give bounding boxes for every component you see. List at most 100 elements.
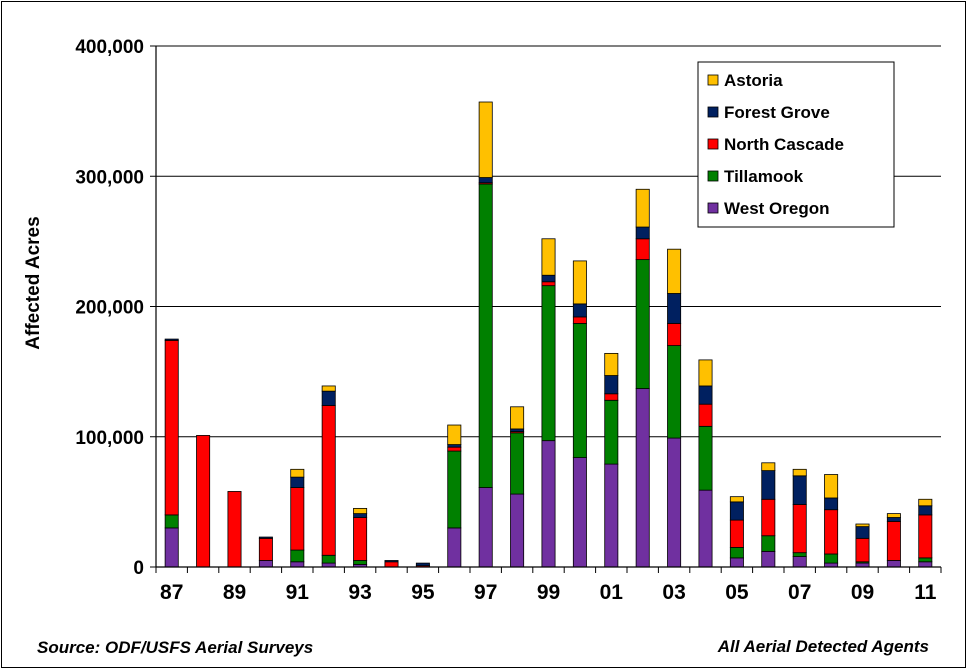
- x-tick-label: 95: [411, 581, 435, 604]
- bar-segment: [384, 561, 399, 568]
- bar-segment: [855, 537, 870, 563]
- bar-segment: [918, 557, 933, 563]
- bar-segment: [729, 557, 744, 568]
- bar-segment: [353, 517, 368, 561]
- source-note: Source: ODF/USFS Aerial Surveys: [37, 638, 313, 657]
- bar-segment: [761, 550, 776, 568]
- bar-segment: [729, 547, 744, 559]
- bar-segment: [886, 560, 901, 568]
- bar-segment: [729, 496, 744, 503]
- bar-segment: [447, 424, 462, 445]
- bar-segment: [290, 476, 305, 488]
- bar-segment: [604, 393, 619, 401]
- bar-segment: [572, 303, 587, 318]
- legend-box: [697, 61, 895, 228]
- bar-segment: [447, 446, 462, 452]
- bar-segment: [667, 248, 682, 294]
- bar-segment: [792, 556, 807, 568]
- y-tick-label: 0: [133, 558, 144, 579]
- bar-segment: [667, 437, 682, 568]
- bar-segment: [321, 390, 336, 406]
- bar-segment: [886, 513, 901, 518]
- bar-segment: [478, 487, 493, 568]
- x-tick-label: 93: [348, 581, 371, 604]
- bar-segment: [447, 527, 462, 568]
- bar-segment: [604, 399, 619, 465]
- x-tick-label: 05: [725, 581, 749, 604]
- bar-segment: [447, 450, 462, 529]
- legend-label: North Cascade: [724, 135, 844, 154]
- bar-segment: [918, 514, 933, 559]
- legend-label: West Oregon: [724, 199, 829, 218]
- x-tick-label: 09: [851, 581, 874, 604]
- bar-segment: [792, 552, 807, 557]
- bar-segment: [541, 285, 556, 442]
- bar-segment: [572, 316, 587, 324]
- bar-segment: [290, 561, 305, 568]
- bar-segment: [698, 425, 713, 491]
- bar-segment: [635, 188, 650, 228]
- bar-segment: [792, 475, 807, 505]
- x-tick-label: 89: [223, 581, 246, 604]
- bar-segment: [761, 498, 776, 537]
- bar-segment: [635, 388, 650, 568]
- bar-segment: [258, 536, 273, 539]
- bar-segment: [353, 507, 368, 514]
- x-tick-label: 97: [474, 581, 497, 604]
- bar-segment: [855, 526, 870, 539]
- legend-label: Tillamook: [724, 167, 804, 186]
- bar-segment: [886, 517, 901, 522]
- x-tick-label: 03: [662, 581, 685, 604]
- bar-segment: [918, 505, 933, 516]
- bar-segment: [321, 554, 336, 564]
- bar-segment: [667, 345, 682, 439]
- bar-segment: [792, 468, 807, 477]
- x-tick-label: 91: [286, 581, 310, 604]
- x-tick-label: 87: [160, 581, 183, 604]
- legend-swatch: [707, 74, 719, 86]
- bar-segment: [698, 489, 713, 568]
- bar-segment: [635, 238, 650, 261]
- bar-segment: [918, 561, 933, 568]
- bar-segment: [510, 493, 525, 568]
- agents-note: All Aerial Detected Agents: [717, 637, 929, 656]
- legend-swatch: [707, 138, 719, 150]
- y-axis-title: Affected Acres: [23, 216, 44, 349]
- bar-segment: [604, 375, 619, 395]
- bar-segment: [824, 509, 839, 555]
- bar-segment: [321, 385, 336, 392]
- bar-segment: [227, 491, 242, 568]
- x-tick-label: 07: [788, 581, 811, 604]
- x-tick-label: 01: [600, 581, 624, 604]
- bar-segment: [698, 359, 713, 387]
- legend-label: Astoria: [724, 71, 783, 90]
- bar-segment: [761, 535, 776, 552]
- y-tick-label: 200,000: [75, 298, 144, 319]
- legend-swatch: [707, 170, 719, 182]
- bar-segment: [258, 560, 273, 568]
- bar-segment: [855, 523, 870, 528]
- bar-segment: [510, 432, 525, 495]
- bar-segment: [196, 435, 211, 568]
- bar-segment: [321, 405, 336, 556]
- bar-segment: [886, 521, 901, 561]
- x-tick-label: 11: [914, 581, 937, 604]
- bar-segment: [415, 562, 430, 567]
- bar-segment: [572, 323, 587, 458]
- bar-segment: [164, 527, 179, 568]
- bar-segment: [698, 403, 713, 427]
- legend: Astoria Forest Grove North Cascade Tillamoo…: [697, 61, 895, 228]
- bar-segment: [258, 537, 273, 561]
- x-tick-label: 99: [537, 581, 560, 604]
- y-axis-label: Affected Acres: [23, 216, 44, 349]
- bar-segment: [164, 338, 179, 341]
- bar-segment: [510, 406, 525, 430]
- bar-segment: [290, 487, 305, 551]
- bar-segment: [290, 549, 305, 563]
- legend-swatch: [707, 202, 719, 214]
- legend-label: Forest Grove: [724, 103, 830, 122]
- bar-segment: [478, 101, 493, 178]
- bar-segment: [541, 440, 556, 568]
- bar-segment: [572, 260, 587, 305]
